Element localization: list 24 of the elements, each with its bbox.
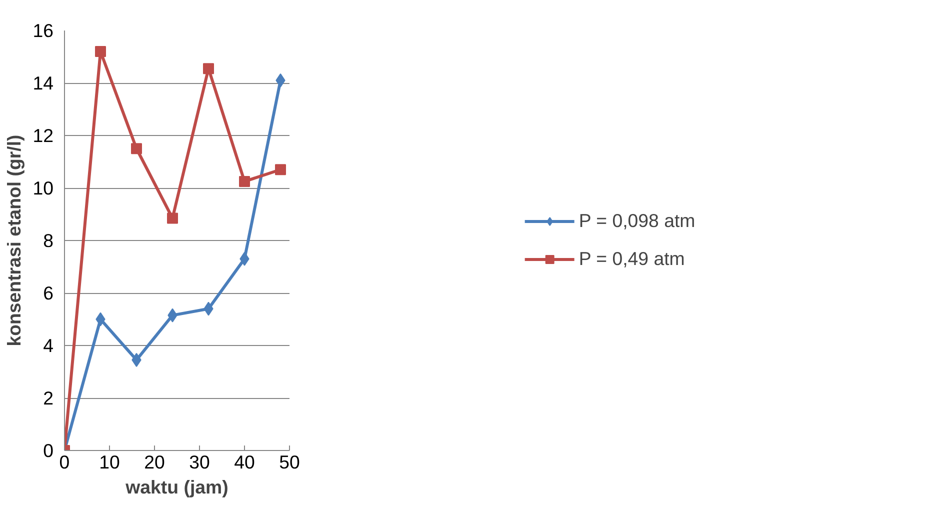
point xyxy=(203,63,214,74)
x-tick-label: 0 xyxy=(59,452,70,472)
y-tick-label: 10 xyxy=(32,178,54,198)
legend-label: P = 0,098 atm xyxy=(578,210,696,232)
x-tick-label: 10 xyxy=(99,452,120,472)
legend-label: P = 0,49 atm xyxy=(578,248,685,270)
x-axis-title: waktu (jam) xyxy=(124,476,228,498)
y-tick-label: 14 xyxy=(32,72,54,94)
point xyxy=(95,46,106,57)
y-tick-label: 4 xyxy=(43,335,54,356)
y-tick-label: 2 xyxy=(43,388,54,408)
point xyxy=(275,164,286,176)
point xyxy=(131,143,142,154)
y-tick-label: 16 xyxy=(32,20,54,41)
point xyxy=(167,212,178,224)
y-tick-label: 8 xyxy=(43,230,54,251)
y-tick-label: 6 xyxy=(43,282,54,304)
x-tick-label: 40 xyxy=(234,452,255,472)
y-tick-label: 12 xyxy=(32,125,54,146)
x-tick-label: 30 xyxy=(189,452,210,472)
x-tick-label: 20 xyxy=(144,452,165,472)
x-tick-label: 50 xyxy=(279,452,300,472)
y-axis-title: konsentrasi etanol (gr/l) xyxy=(4,134,25,346)
point xyxy=(239,176,250,187)
